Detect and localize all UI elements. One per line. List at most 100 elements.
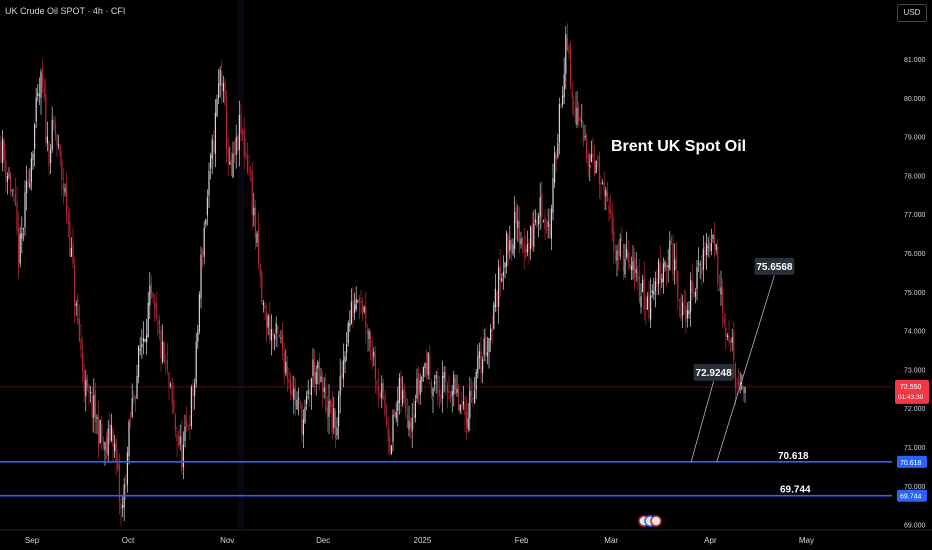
candle-body (352, 300, 354, 318)
candle-body (405, 397, 407, 414)
event-icons[interactable] (638, 515, 662, 527)
candle-body (386, 417, 388, 425)
price-scale[interactable]: 81.000 80.000 79.000 78.000 77.000 76.000 75.0… (892, 0, 932, 530)
horizontal-levels[interactable]: 70.618 69.744 (0, 451, 892, 497)
price-tick-label: 77.000 (904, 212, 926, 219)
candle-body (562, 95, 564, 105)
candle-body (613, 230, 615, 253)
candle-body (742, 386, 744, 394)
projection-line[interactable] (690, 381, 714, 462)
candle-body (666, 264, 668, 270)
time-tick-label: Mar (604, 536, 618, 545)
candle-body (421, 377, 423, 382)
candle-body (594, 159, 596, 176)
candle-body (517, 220, 519, 228)
candle-body (442, 375, 444, 399)
candle-body (83, 370, 85, 392)
candle-body (208, 170, 210, 196)
candle-body (738, 380, 740, 386)
candle-body (358, 297, 360, 303)
callouts[interactable]: 72.9248 75.6568 (693, 257, 795, 381)
candle-body (523, 245, 525, 253)
candle-body (64, 188, 66, 193)
candle-body (531, 224, 533, 247)
time-scale[interactable]: Sep Oct Nov Dec 2025 Feb Mar Apr May (0, 529, 932, 545)
candle-body (498, 267, 500, 307)
candle-body (387, 427, 389, 442)
candle-body (37, 92, 39, 97)
candle-body (381, 383, 383, 399)
candle-body (608, 205, 610, 213)
candle-body (718, 288, 720, 291)
candle-body (432, 388, 434, 397)
flag-event-icon[interactable] (650, 515, 662, 527)
candle-body (182, 444, 184, 468)
candle-body (243, 129, 245, 157)
projection-line[interactable] (716, 275, 775, 462)
candle-body (410, 423, 412, 428)
price-tags: 72.550 01:43:30 70.618 69.744 (895, 379, 929, 502)
candle-body (176, 434, 178, 442)
candle-body (318, 358, 320, 385)
candle-body (725, 327, 727, 338)
candle-body (138, 346, 140, 378)
candle-body (654, 281, 656, 292)
candle-body (451, 390, 453, 397)
candle-body (715, 243, 717, 251)
symbol-title[interactable]: UK Crude Oil SPOT · 4h · CFI (5, 6, 126, 16)
candle-body (88, 384, 90, 393)
candle-body (5, 160, 7, 178)
candle-body (536, 220, 538, 227)
candle-body (245, 152, 247, 157)
candle-body (418, 373, 420, 393)
candle-body (477, 356, 479, 374)
candle-body (269, 316, 271, 340)
candle-body (712, 235, 714, 239)
candle-body (19, 234, 21, 264)
chart-label[interactable]: Brent UK Spot Oil (611, 138, 746, 155)
candle-body (466, 411, 468, 426)
candle-body (696, 267, 698, 289)
candle-body (299, 401, 301, 404)
candle-body (205, 219, 207, 225)
candle-body (312, 359, 314, 377)
candle-body (195, 341, 197, 384)
candle-body (656, 279, 658, 287)
candle-body (222, 83, 224, 92)
candle-body (67, 212, 69, 225)
candle-body (296, 399, 298, 410)
candle-body (453, 375, 455, 395)
candle-body (507, 236, 509, 255)
candle-body (166, 360, 168, 370)
candle-body (126, 452, 128, 485)
candle-body (136, 376, 138, 399)
candle-body (456, 388, 458, 394)
candle-body (630, 265, 632, 271)
candle-body (78, 318, 80, 342)
projection-lines[interactable] (690, 275, 775, 462)
candle-body (605, 189, 607, 197)
candle-body (499, 264, 501, 280)
candle-body (264, 303, 266, 309)
candle-body (434, 380, 436, 385)
candle-body (622, 244, 624, 272)
candle-body (714, 237, 716, 247)
candle-body (730, 340, 732, 342)
callout-box[interactable] (693, 363, 734, 381)
candle-body (75, 303, 77, 306)
candle-body (626, 248, 628, 258)
candle-body (142, 338, 144, 342)
candle-body (254, 207, 256, 239)
candle-body (326, 407, 328, 419)
candle-body (341, 373, 343, 377)
candle-body (210, 155, 212, 169)
candle-body (42, 73, 44, 87)
candle-body (674, 259, 676, 271)
candle-body (347, 323, 349, 344)
currency-button[interactable]: USD (897, 4, 927, 22)
candle-body (54, 124, 56, 136)
candle-body (270, 329, 272, 341)
candle-body (371, 350, 373, 361)
callout-box[interactable] (754, 257, 795, 275)
